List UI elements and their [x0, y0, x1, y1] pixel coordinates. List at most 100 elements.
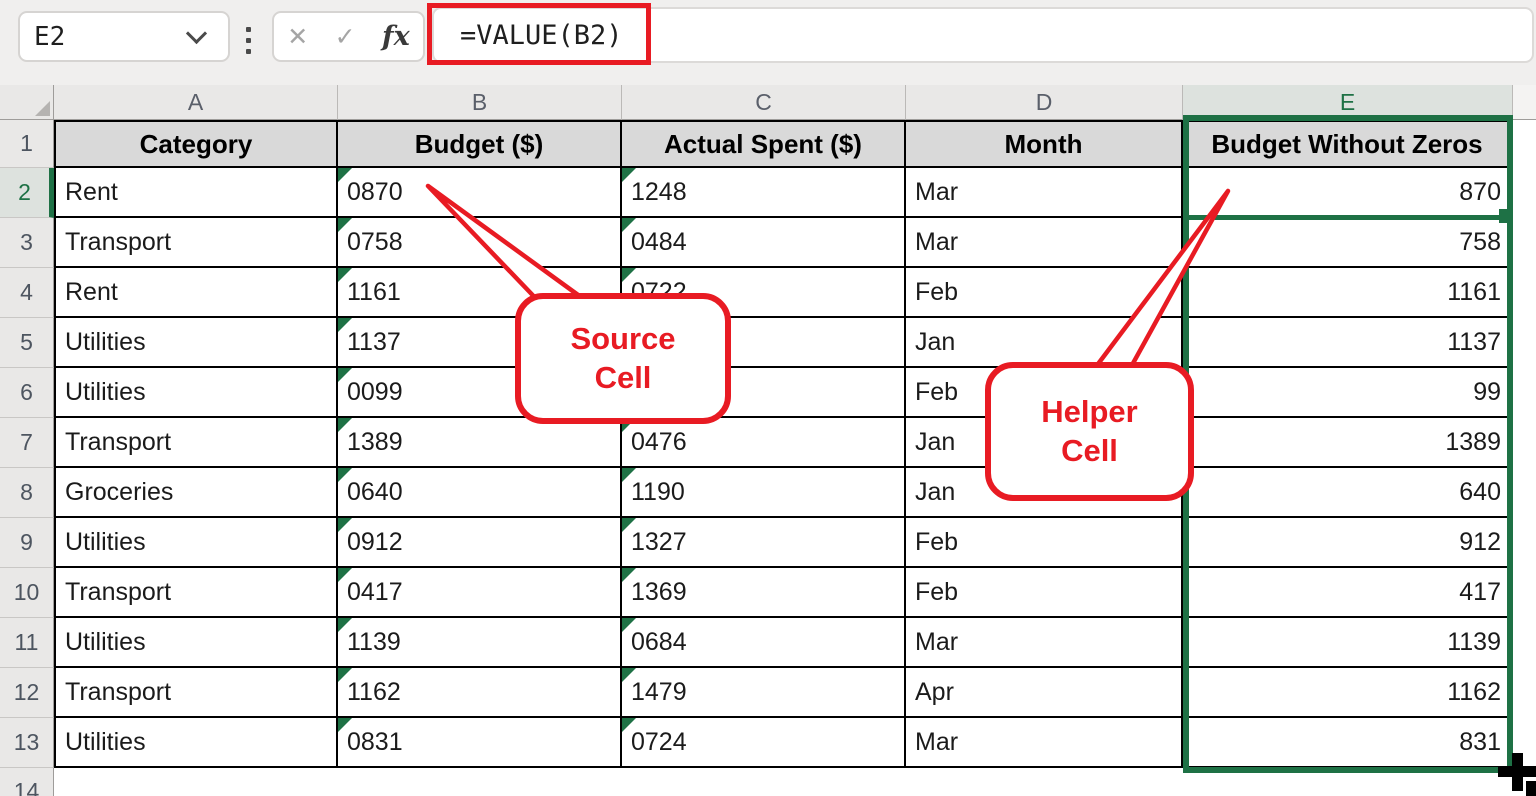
cell-D13[interactable]: Mar — [906, 718, 1183, 768]
cell-A9[interactable]: Utilities — [54, 518, 338, 568]
row-header-14[interactable]: 14 — [0, 768, 54, 796]
row-header-9[interactable]: 9 — [0, 518, 54, 568]
row-header-12[interactable]: 12 — [0, 668, 54, 718]
name-box[interactable]: E2 — [18, 11, 230, 62]
header-cell-B1[interactable]: Budget ($) — [338, 120, 622, 168]
name-box-resize-dots-icon[interactable] — [246, 27, 251, 54]
cell-C10[interactable]: 1369 — [622, 568, 906, 618]
cell-C3[interactable]: 0484 — [622, 218, 906, 268]
cell-A6[interactable]: Utilities — [54, 368, 338, 418]
cell-value: 0831 — [347, 727, 403, 756]
error-triangle-icon — [338, 618, 352, 632]
error-triangle-icon — [338, 368, 352, 382]
formula-highlight-box — [427, 3, 651, 65]
cell-B2[interactable]: 0870 — [338, 168, 622, 218]
cell-E3[interactable]: 758 — [1183, 218, 1513, 268]
insert-function-icon[interactable]: fx — [382, 21, 410, 52]
selection-border — [1183, 115, 1513, 773]
cell-A5[interactable]: Utilities — [54, 318, 338, 368]
cell-value: 0484 — [631, 227, 687, 256]
cell-C2[interactable]: 1248 — [622, 168, 906, 218]
cell-A12[interactable]: Transport — [54, 668, 338, 718]
cell-A7[interactable]: Transport — [54, 418, 338, 468]
cell-C13[interactable]: 0724 — [622, 718, 906, 768]
cell-B13[interactable]: 0831 — [338, 718, 622, 768]
column-header-B[interactable]: B — [338, 85, 622, 120]
cell-B8[interactable]: 0640 — [338, 468, 622, 518]
cell-value: 1162 — [1447, 677, 1501, 706]
cell-value: Transport — [65, 577, 172, 606]
header-cell-E1[interactable]: Budget Without Zeros — [1183, 120, 1513, 168]
row-header-13[interactable]: 13 — [0, 718, 54, 768]
row-header-1[interactable]: 1 — [0, 120, 54, 168]
cell-D4[interactable]: Feb — [906, 268, 1183, 318]
cell-A13[interactable]: Utilities — [54, 718, 338, 768]
cell-B9[interactable]: 0912 — [338, 518, 622, 568]
row-header-3[interactable]: 3 — [0, 218, 54, 268]
column-header-E[interactable]: E — [1183, 85, 1513, 120]
cell-C9[interactable]: 1327 — [622, 518, 906, 568]
cell-D11[interactable]: Mar — [906, 618, 1183, 668]
cell-D2[interactable]: Mar — [906, 168, 1183, 218]
cell-B12[interactable]: 1162 — [338, 668, 622, 718]
header-cell-A1[interactable]: Category — [54, 120, 338, 168]
cell-A2[interactable]: Rent — [54, 168, 338, 218]
cell-value: 1389 — [347, 427, 403, 456]
cell-value: 1139 — [347, 627, 401, 656]
cell-value: 1248 — [631, 177, 687, 206]
cell-B3[interactable]: 0758 — [338, 218, 622, 268]
cell-A10[interactable]: Transport — [54, 568, 338, 618]
cell-E9[interactable]: 912 — [1183, 518, 1513, 568]
cell-B7[interactable]: 1389 — [338, 418, 622, 468]
cell-value: 1161 — [347, 277, 401, 306]
cell-A3[interactable]: Transport — [54, 218, 338, 268]
row-header-4[interactable]: 4 — [0, 268, 54, 318]
cell-C11[interactable]: 0684 — [622, 618, 906, 668]
active-cell-bottom-border — [1186, 215, 1504, 220]
cell-E12[interactable]: 1162 — [1183, 668, 1513, 718]
active-cell-fill-handle[interactable] — [1499, 209, 1513, 223]
cell-D9[interactable]: Feb — [906, 518, 1183, 568]
cell-value: Rent — [65, 277, 118, 306]
select-all-button[interactable] — [0, 85, 54, 120]
enter-icon[interactable]: ✓ — [334, 22, 356, 51]
row-header-8[interactable]: 8 — [0, 468, 54, 518]
row-header-2[interactable]: 2 — [0, 168, 54, 218]
error-triangle-icon — [338, 518, 352, 532]
row-header-11[interactable]: 11 — [0, 618, 54, 668]
formula-input[interactable]: =VALUE(B2) — [432, 7, 1534, 63]
helper-cell-callout: Helper Cell — [985, 362, 1194, 501]
cell-B10[interactable]: 0417 — [338, 568, 622, 618]
cell-E11[interactable]: 1139 — [1183, 618, 1513, 668]
header-cell-D1[interactable]: Month — [906, 120, 1183, 168]
cell-E5[interactable]: 1137 — [1183, 318, 1513, 368]
column-header-C[interactable]: C — [622, 85, 906, 120]
cell-A4[interactable]: Rent — [54, 268, 338, 318]
cell-D3[interactable]: Mar — [906, 218, 1183, 268]
chevron-down-icon[interactable] — [185, 22, 208, 44]
cell-C12[interactable]: 1479 — [622, 668, 906, 718]
column-header-A[interactable]: A — [54, 85, 338, 120]
cell-D12[interactable]: Apr — [906, 668, 1183, 718]
cell-value: 1327 — [631, 527, 687, 556]
cell-value: Jan — [915, 427, 956, 456]
row-header-10[interactable]: 10 — [0, 568, 54, 618]
cell-E7[interactable]: 1389 — [1183, 418, 1513, 468]
cell-B11[interactable]: 1139 — [338, 618, 622, 668]
cell-D10[interactable]: Feb — [906, 568, 1183, 618]
header-cell-C1[interactable]: Actual Spent ($) — [622, 120, 906, 168]
cell-A11[interactable]: Utilities — [54, 618, 338, 668]
cell-E6[interactable]: 99 — [1183, 368, 1513, 418]
column-header-D[interactable]: D — [906, 85, 1183, 120]
cell-C8[interactable]: 1190 — [622, 468, 906, 518]
error-triangle-icon — [622, 668, 636, 682]
cell-E10[interactable]: 417 — [1183, 568, 1513, 618]
row-header-6[interactable]: 6 — [0, 368, 54, 418]
cell-D5[interactable]: Jan — [906, 318, 1183, 368]
empty-cell — [622, 768, 906, 796]
cell-C7[interactable]: 0476 — [622, 418, 906, 468]
cell-A8[interactable]: Groceries — [54, 468, 338, 518]
row-header-5[interactable]: 5 — [0, 318, 54, 368]
row-header-7[interactable]: 7 — [0, 418, 54, 468]
cancel-icon[interactable]: ✕ — [287, 22, 309, 51]
